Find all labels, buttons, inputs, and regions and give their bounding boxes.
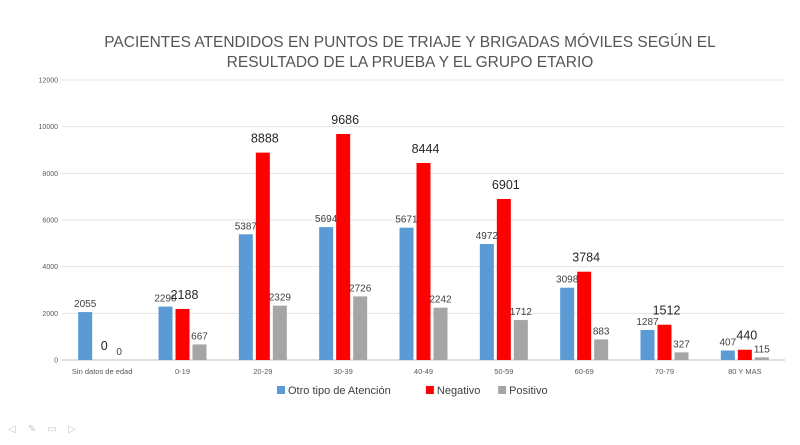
bar — [319, 227, 334, 360]
data-label: 5694 — [315, 214, 338, 225]
bar — [238, 234, 253, 360]
bar — [158, 306, 173, 360]
data-label: 3784 — [572, 251, 600, 265]
bar — [175, 308, 190, 360]
x-tick-label: Sin datos de edad — [72, 367, 132, 376]
bar — [674, 352, 689, 360]
bars — [78, 133, 769, 360]
y-tick-label: 0 — [54, 358, 58, 365]
bar — [754, 357, 769, 360]
legend-entry: Otro tipo de Atención — [288, 385, 391, 397]
legend-swatch — [498, 386, 507, 394]
pen-icon[interactable]: ✎ — [27, 424, 37, 435]
x-tick-label: 50-59 — [494, 367, 513, 376]
bar — [433, 307, 448, 360]
y-tick-label: 12000 — [39, 78, 59, 85]
data-label: 2242 — [429, 295, 452, 306]
slide-toolbar: ◁ ✎ ▭ ▷ — [6, 424, 78, 436]
data-label: 3098 — [556, 275, 579, 286]
bar — [78, 312, 93, 360]
legend-swatch — [277, 386, 285, 394]
bar — [399, 227, 414, 360]
bar — [594, 339, 609, 360]
bar — [416, 162, 431, 360]
chart-title-line-1: PACIENTES ATENDIDOS EN PUNTOS DE TRIAJE … — [104, 34, 716, 51]
x-tick-label: 30-39 — [334, 367, 353, 376]
data-label: 0 — [101, 339, 108, 353]
data-label: 667 — [191, 331, 208, 342]
x-tick-label: 40-49 — [414, 367, 433, 376]
bar — [560, 287, 575, 360]
legend-entry: Positivo — [509, 385, 548, 397]
data-label: 6901 — [492, 178, 520, 192]
bar — [192, 344, 207, 360]
y-tick-label: 4000 — [42, 264, 58, 271]
bar — [720, 350, 735, 360]
data-label: 2188 — [171, 288, 199, 302]
data-label: 440 — [736, 329, 757, 343]
data-label: 1712 — [510, 307, 533, 318]
y-tick-label: 10000 — [39, 124, 59, 131]
data-label: 5387 — [235, 221, 258, 232]
bar — [640, 329, 655, 360]
data-label: 407 — [719, 338, 736, 349]
arrow-left-icon[interactable]: ◁ — [8, 424, 16, 435]
x-tick-label: 60-69 — [575, 367, 594, 376]
data-label: 327 — [673, 339, 690, 350]
x-tick-label: 20-29 — [253, 367, 272, 376]
data-label: 5671 — [395, 215, 418, 226]
bar — [479, 243, 494, 360]
x-tick-label: 0-19 — [175, 367, 190, 376]
data-label: 9686 — [331, 113, 359, 127]
data-label: 1287 — [636, 317, 659, 328]
legend: Otro tipo de Atención Negativo Positivo — [277, 385, 548, 397]
y-tick-label: 8000 — [42, 171, 58, 178]
data-label: 2726 — [349, 283, 372, 294]
bar — [336, 133, 351, 360]
data-label: 2290 — [154, 294, 177, 305]
bar — [513, 320, 528, 360]
legend-entry: Negativo — [437, 385, 480, 397]
x-tick-label: 80 Y MAS — [728, 367, 762, 376]
data-label: 0 — [116, 347, 122, 358]
bar — [496, 198, 511, 360]
bar — [657, 324, 672, 360]
data-label: 8888 — [251, 132, 279, 146]
data-label: 2329 — [269, 293, 292, 304]
bar — [255, 152, 270, 360]
data-label: 115 — [754, 344, 770, 355]
bar — [577, 271, 592, 360]
data-label: 883 — [593, 326, 610, 337]
bar — [353, 296, 368, 360]
y-tick-label: 2000 — [42, 311, 58, 318]
x-tick-label: 70-79 — [655, 367, 674, 376]
arrow-right-icon[interactable]: ▷ — [68, 424, 76, 435]
data-label: 1512 — [653, 304, 681, 318]
x-axis: Sin datos de edad 0-19 20-29 30-39 40-49 50-5… — [72, 367, 762, 376]
data-label: 8444 — [412, 142, 440, 156]
slides-icon[interactable]: ▭ — [47, 424, 57, 435]
chart-title-line-2: RESULTADO DE LA PRUEBA Y EL GRUPO ETARIO — [227, 54, 594, 71]
y-axis: 0 2000 4000 6000 8000 10000 12000 — [39, 78, 59, 365]
data-label: 4972 — [476, 231, 499, 242]
y-tick-label: 6000 — [42, 218, 58, 225]
data-label: 2055 — [74, 299, 97, 310]
bar — [272, 305, 287, 360]
bar — [737, 349, 752, 360]
legend-swatch — [425, 386, 434, 394]
